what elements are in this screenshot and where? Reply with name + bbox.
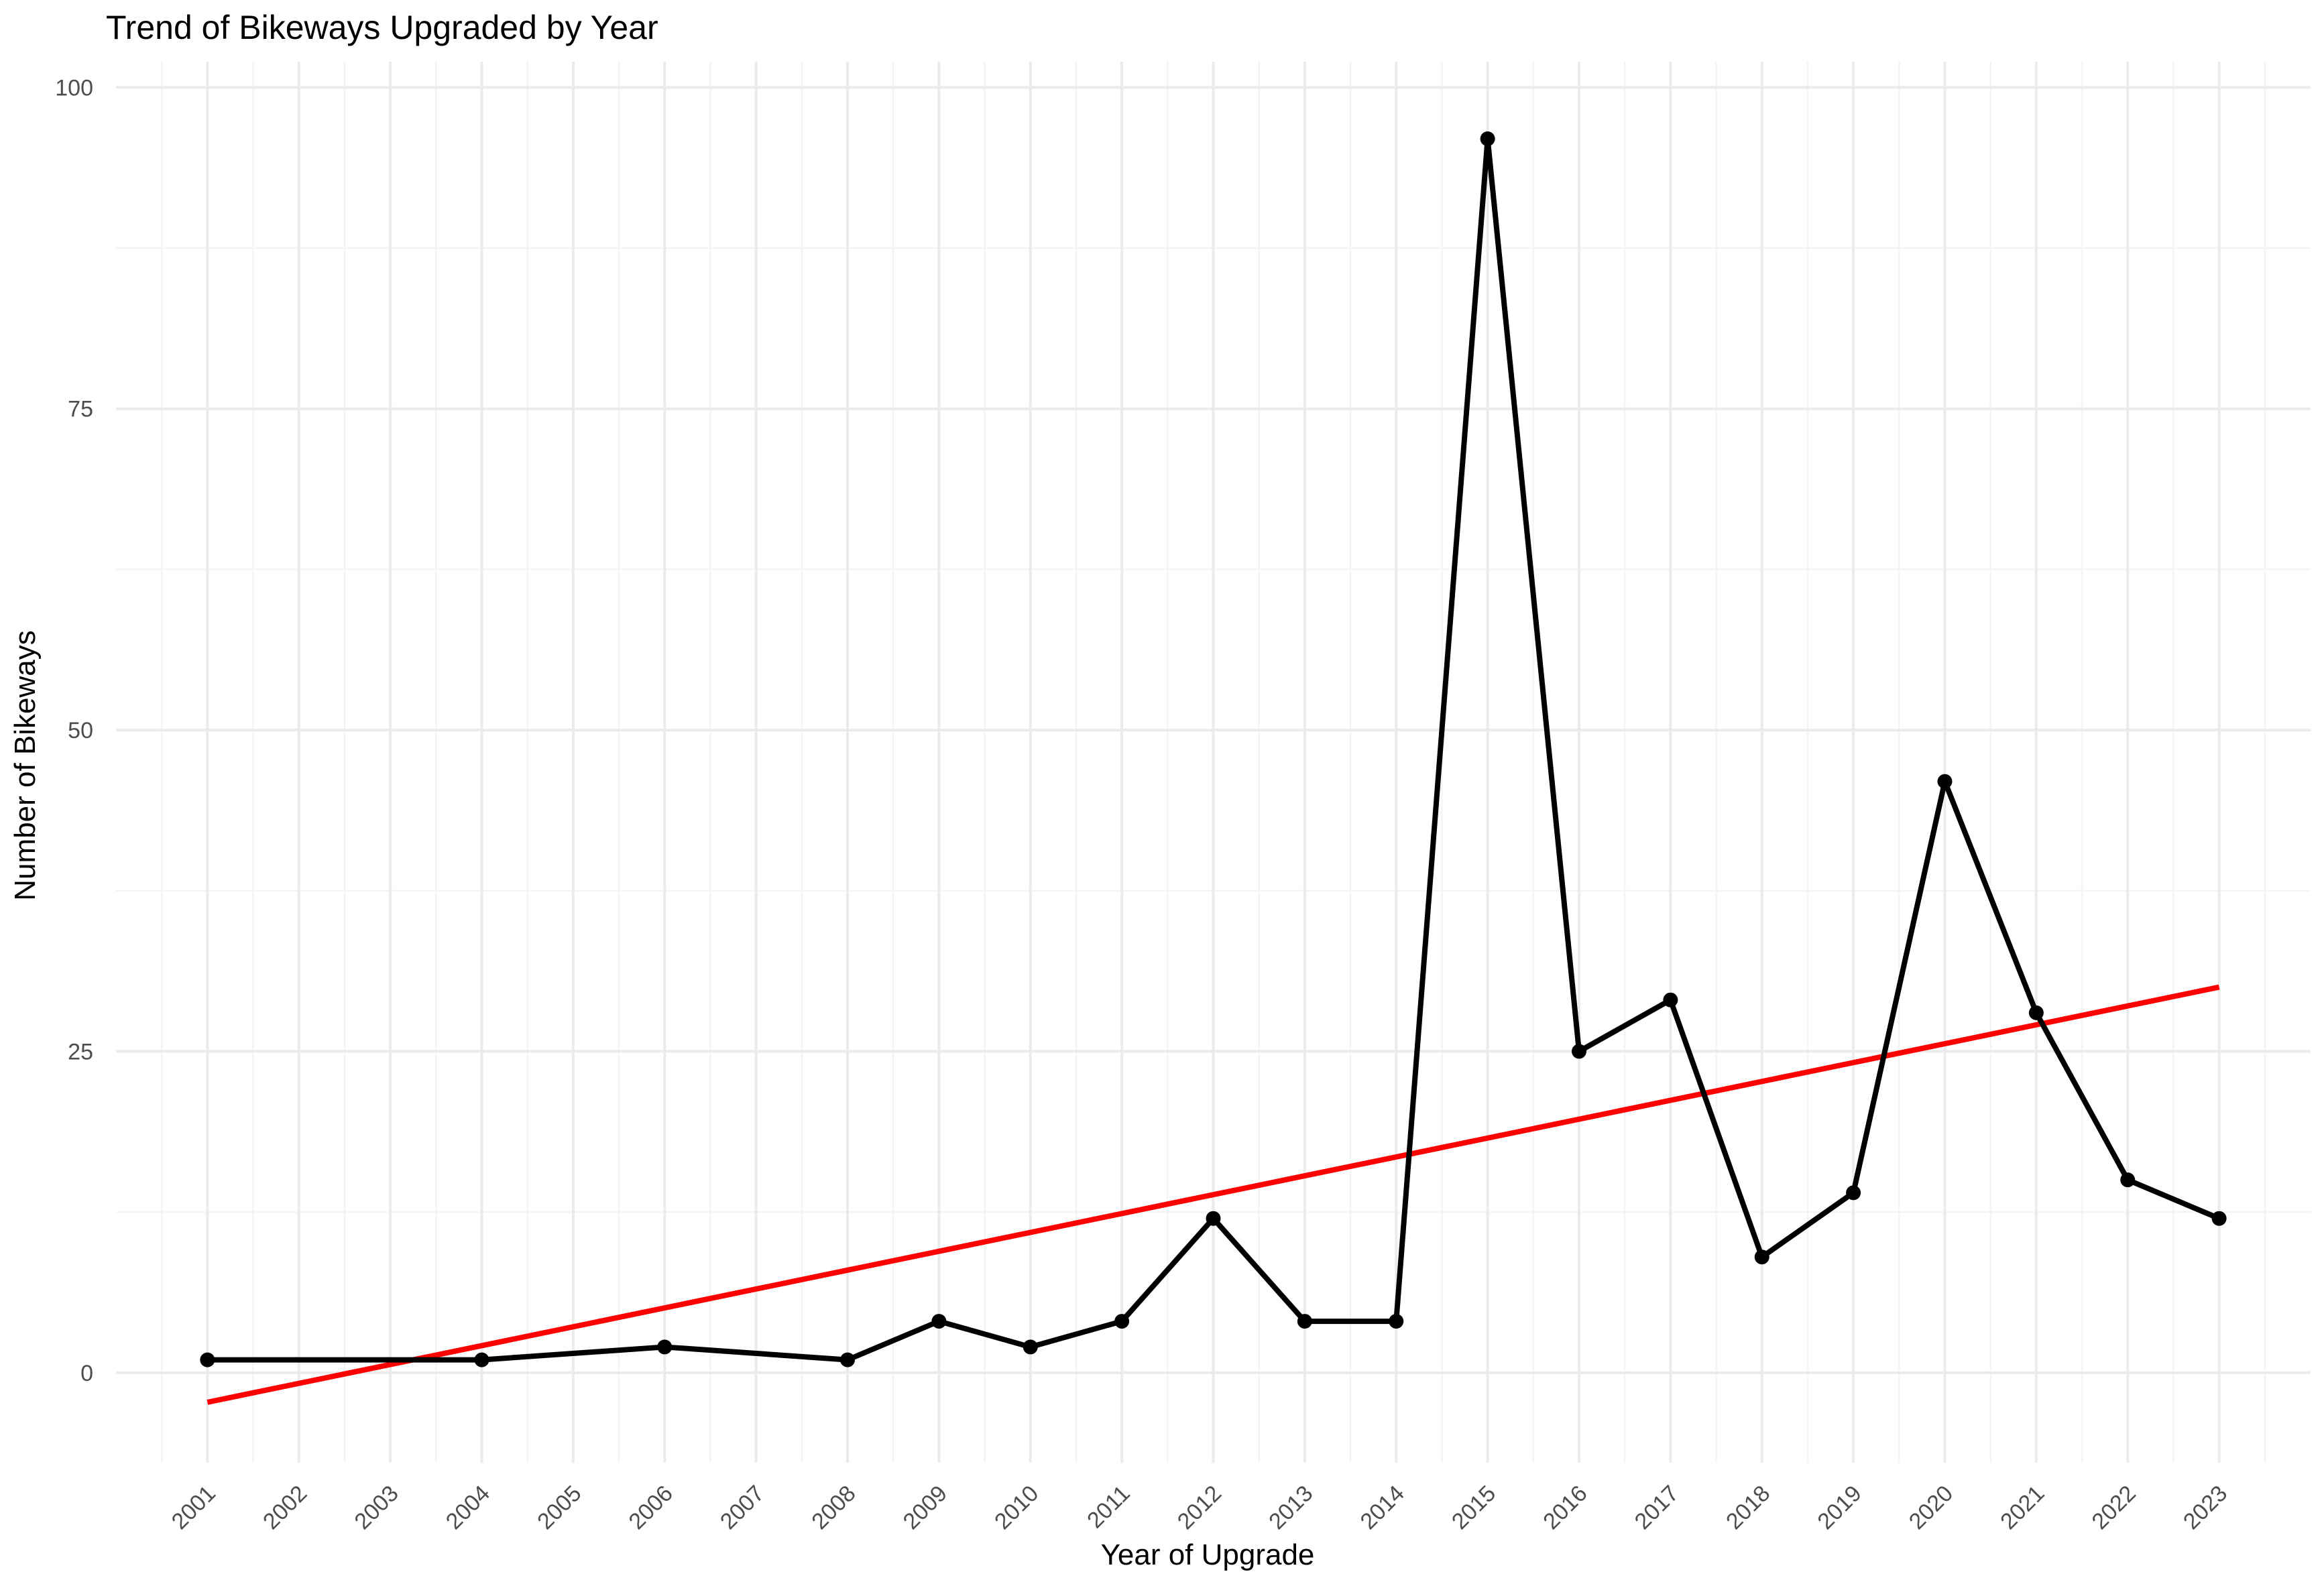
data-point: [657, 1339, 673, 1355]
x-tick-label: 2017: [1630, 1481, 1684, 1534]
data-point: [840, 1352, 855, 1367]
data-point: [1663, 992, 1678, 1008]
data-point: [2028, 1005, 2044, 1020]
x-tick-label: 2007: [715, 1481, 769, 1534]
y-tick-label: 0: [80, 1361, 93, 1386]
y-tick-label: 75: [68, 397, 93, 422]
chart-title: Trend of Bikeways Upgraded by Year: [106, 9, 658, 46]
x-tick-label: 2021: [1995, 1481, 2049, 1534]
y-tick-label: 25: [68, 1039, 93, 1064]
x-tick-label: 2004: [441, 1481, 495, 1534]
x-tick-label: 2003: [349, 1481, 403, 1534]
x-tick-label: 2014: [1356, 1481, 1409, 1534]
x-tick-label: 2011: [1082, 1481, 1135, 1534]
data-point: [2211, 1211, 2227, 1226]
x-tick-label: 2019: [1812, 1481, 1866, 1534]
x-tick-label: 2018: [1721, 1481, 1775, 1534]
data-point: [1206, 1211, 1221, 1226]
x-axis-title: Year of Upgrade: [1101, 1538, 1315, 1571]
data-point: [1297, 1314, 1312, 1329]
y-tick-labels: 0 25 50 75 100: [55, 75, 93, 1386]
data-point: [1114, 1314, 1130, 1329]
x-tick-label: 2022: [2087, 1481, 2141, 1534]
x-tick-label: 2009: [898, 1481, 952, 1534]
y-axis-title: Number of Bikeways: [9, 630, 42, 900]
data-point: [1480, 131, 1495, 147]
data-point: [1937, 774, 1953, 789]
data-point: [474, 1352, 489, 1367]
x-tick-label: 2001: [167, 1481, 221, 1534]
x-tick-label: 2023: [2178, 1481, 2232, 1534]
data-point: [2120, 1172, 2136, 1188]
x-tick-label: 2016: [1538, 1481, 1592, 1534]
data-point: [1754, 1249, 1769, 1265]
data-point: [1389, 1314, 1404, 1329]
x-tick-label: 2008: [807, 1481, 860, 1534]
data-point: [931, 1314, 947, 1329]
data-point: [1023, 1339, 1038, 1355]
x-tick-label: 2005: [532, 1481, 586, 1534]
x-tick-labels: 2001 2002 2003 2004 2005 2006 2007 2008 2009 2010…: [167, 1481, 2233, 1534]
x-tick-label: 2020: [1904, 1481, 1958, 1534]
x-tick-label: 2010: [990, 1481, 1043, 1534]
y-tick-label: 100: [55, 75, 93, 101]
data-point: [1846, 1185, 1861, 1201]
x-tick-label: 2012: [1173, 1481, 1226, 1534]
series-layer: [200, 131, 2227, 1367]
y-tick-label: 50: [68, 718, 93, 743]
data-point: [1572, 1044, 1586, 1059]
grid: [116, 62, 2311, 1463]
data-point: [200, 1352, 215, 1367]
x-tick-label: 2013: [1264, 1481, 1318, 1534]
x-tick-label: 2006: [624, 1481, 678, 1534]
x-tick-label: 2002: [258, 1481, 312, 1534]
x-tick-label: 2015: [1447, 1481, 1501, 1534]
